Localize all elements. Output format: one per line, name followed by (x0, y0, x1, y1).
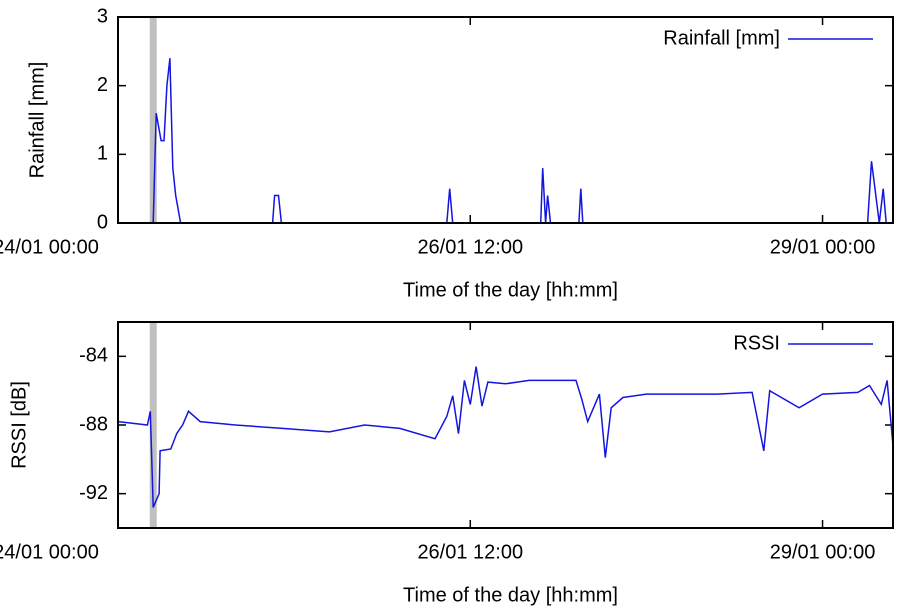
y-tick-label: -88 (79, 413, 108, 435)
x-tick-label: 29/01 00:00 (770, 541, 876, 563)
x-tick-label: 24/01 00:00 (0, 236, 99, 258)
x-tick-label: 26/01 12:00 (417, 541, 523, 563)
x-tick-label: 24/01 00:00 (0, 541, 99, 563)
plot-frame (117, 16, 894, 224)
y-tick-label: -84 (79, 345, 108, 367)
x-axis-title: Time of the day [hh:mm] (403, 279, 618, 301)
legend-label: Rainfall [mm] (663, 27, 780, 49)
y-tick-label: 0 (97, 211, 108, 233)
y-axis-title: RSSI [dB] (8, 381, 30, 469)
highlight-band (149, 322, 157, 528)
x-axis-title: Time of the day [hh:mm] (403, 584, 618, 606)
data-line (118, 58, 893, 224)
y-tick-label: 1 (97, 143, 108, 165)
highlight-band (149, 17, 157, 223)
legend-label: RSSI (733, 332, 780, 354)
y-tick-label: 2 (97, 74, 108, 96)
y-axis-title: Rainfall [mm] (26, 62, 48, 179)
y-tick-label: -92 (79, 482, 108, 504)
x-tick-label: 26/01 12:00 (417, 236, 523, 258)
x-tick-label: 29/01 00:00 (770, 236, 876, 258)
y-tick-label: 3 (97, 5, 108, 27)
data-line (117, 366, 894, 508)
plot-frame (117, 321, 894, 529)
